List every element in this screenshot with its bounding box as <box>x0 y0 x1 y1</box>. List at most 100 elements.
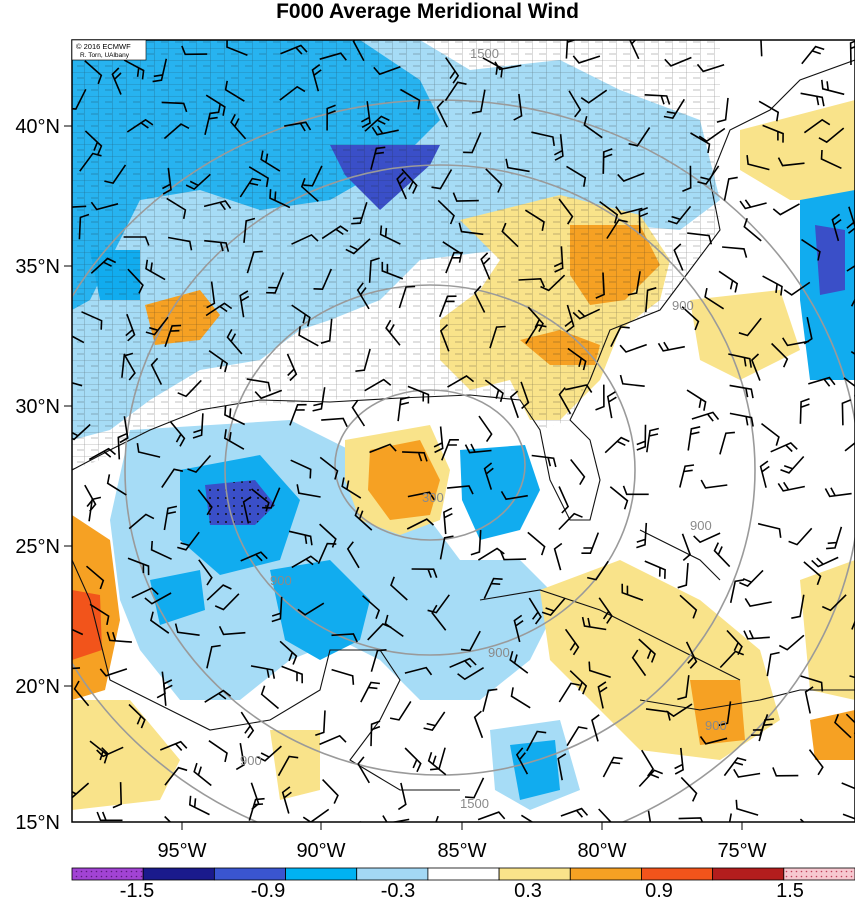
wind-barb <box>401 168 418 194</box>
wind-barb <box>331 633 358 643</box>
wind-barb <box>369 443 397 454</box>
wind-barb <box>595 272 605 299</box>
wind-barb <box>800 92 825 107</box>
credit-box <box>71 39 147 61</box>
contour-label: 1500 <box>460 796 489 811</box>
wind-barb <box>445 251 463 274</box>
wind-barb <box>777 157 805 167</box>
wind-barb <box>477 811 506 821</box>
wind-barb <box>641 749 655 777</box>
wind-barb <box>515 747 529 775</box>
wind-barb <box>628 127 651 147</box>
wind-barb <box>204 689 232 703</box>
wind-barb <box>269 189 291 209</box>
wind-barb <box>447 485 474 495</box>
wind-barb <box>843 377 855 397</box>
wind-barb <box>188 795 210 816</box>
wind-barb <box>557 753 567 781</box>
wind-barb <box>159 740 188 751</box>
wind-barb <box>208 740 228 763</box>
wind-barb <box>760 40 763 57</box>
wind-barb <box>290 459 312 479</box>
wind-barb <box>72 628 84 636</box>
wind-barb <box>320 318 333 344</box>
wind-barb <box>564 304 575 333</box>
wind-barb <box>518 277 546 288</box>
lat-label: 40°N <box>15 116 60 138</box>
wind-barb <box>595 384 605 411</box>
wind-barb <box>804 686 814 714</box>
wind-barb <box>685 641 698 669</box>
wind-barb <box>464 777 485 799</box>
wind-barb <box>681 533 692 562</box>
wind-barb <box>439 535 454 560</box>
wind-barb <box>698 127 726 143</box>
wind-barb <box>808 749 824 776</box>
wind-barb <box>152 58 168 83</box>
lat-label: 25°N <box>15 536 60 558</box>
wind-barb <box>762 275 783 296</box>
wind-barb <box>398 285 416 309</box>
wind-barb <box>657 341 685 352</box>
wind-barb <box>820 149 842 170</box>
wind-barb <box>279 85 306 101</box>
wind-barb <box>580 89 608 104</box>
lat-label: 20°N <box>15 676 60 698</box>
wind-barb <box>404 666 433 676</box>
wind-barb <box>647 810 652 822</box>
wind-barb <box>291 555 319 569</box>
wind-barb <box>223 429 245 450</box>
wind-barb <box>581 532 600 554</box>
wind-barb <box>631 649 647 677</box>
wind-barb <box>485 168 503 193</box>
wind-barb <box>602 756 623 778</box>
wind-barb <box>602 148 613 174</box>
wind-barb <box>463 132 482 154</box>
wind-barb <box>581 616 607 631</box>
wind-barb <box>104 164 127 185</box>
latitude-labels: 40°N 35°N 30°N 25°N 20°N 15°N <box>15 116 60 834</box>
wind-barb <box>119 416 129 444</box>
wind-barb <box>844 441 855 452</box>
wind-barb <box>224 405 246 426</box>
wind-barb <box>260 685 280 710</box>
wind-barb <box>606 391 617 419</box>
wind-barb <box>728 353 752 368</box>
wind-barb <box>526 730 547 752</box>
wind-barb <box>206 584 232 601</box>
wind-barb <box>696 63 725 73</box>
wind-barb <box>801 45 825 65</box>
wind-barb <box>505 158 530 173</box>
wind-barb <box>728 813 732 822</box>
wind-barb <box>739 569 764 588</box>
wind-barb <box>477 547 505 561</box>
wind-barb <box>566 165 587 187</box>
contour-label: 900 <box>705 718 727 733</box>
wind-barb <box>636 424 647 451</box>
wind-barb <box>291 304 311 327</box>
wind-barb <box>716 97 729 123</box>
lon-label: 85°W <box>437 840 486 862</box>
wind-barb <box>326 104 336 131</box>
wind-barb <box>240 551 268 562</box>
wind-barb <box>352 40 365 62</box>
wind-barb <box>205 94 226 116</box>
wind-barb <box>96 811 123 822</box>
wind-barb <box>279 640 298 665</box>
wind-barb <box>674 747 684 775</box>
colorbar-swatch <box>712 867 785 881</box>
lat-label: 35°N <box>15 256 60 278</box>
wind-barb <box>99 668 128 677</box>
wind-barb <box>673 243 684 271</box>
wind-barb <box>799 398 810 424</box>
wind-barb <box>564 628 580 656</box>
wind-barb <box>390 576 408 601</box>
wind-barb <box>679 464 695 488</box>
wind-barb <box>197 489 213 516</box>
wind-barb <box>759 460 770 488</box>
wind-barb <box>364 115 390 132</box>
wind-barb <box>351 399 366 427</box>
colorbar-swatch <box>569 867 642 881</box>
wind-barb <box>513 93 523 121</box>
